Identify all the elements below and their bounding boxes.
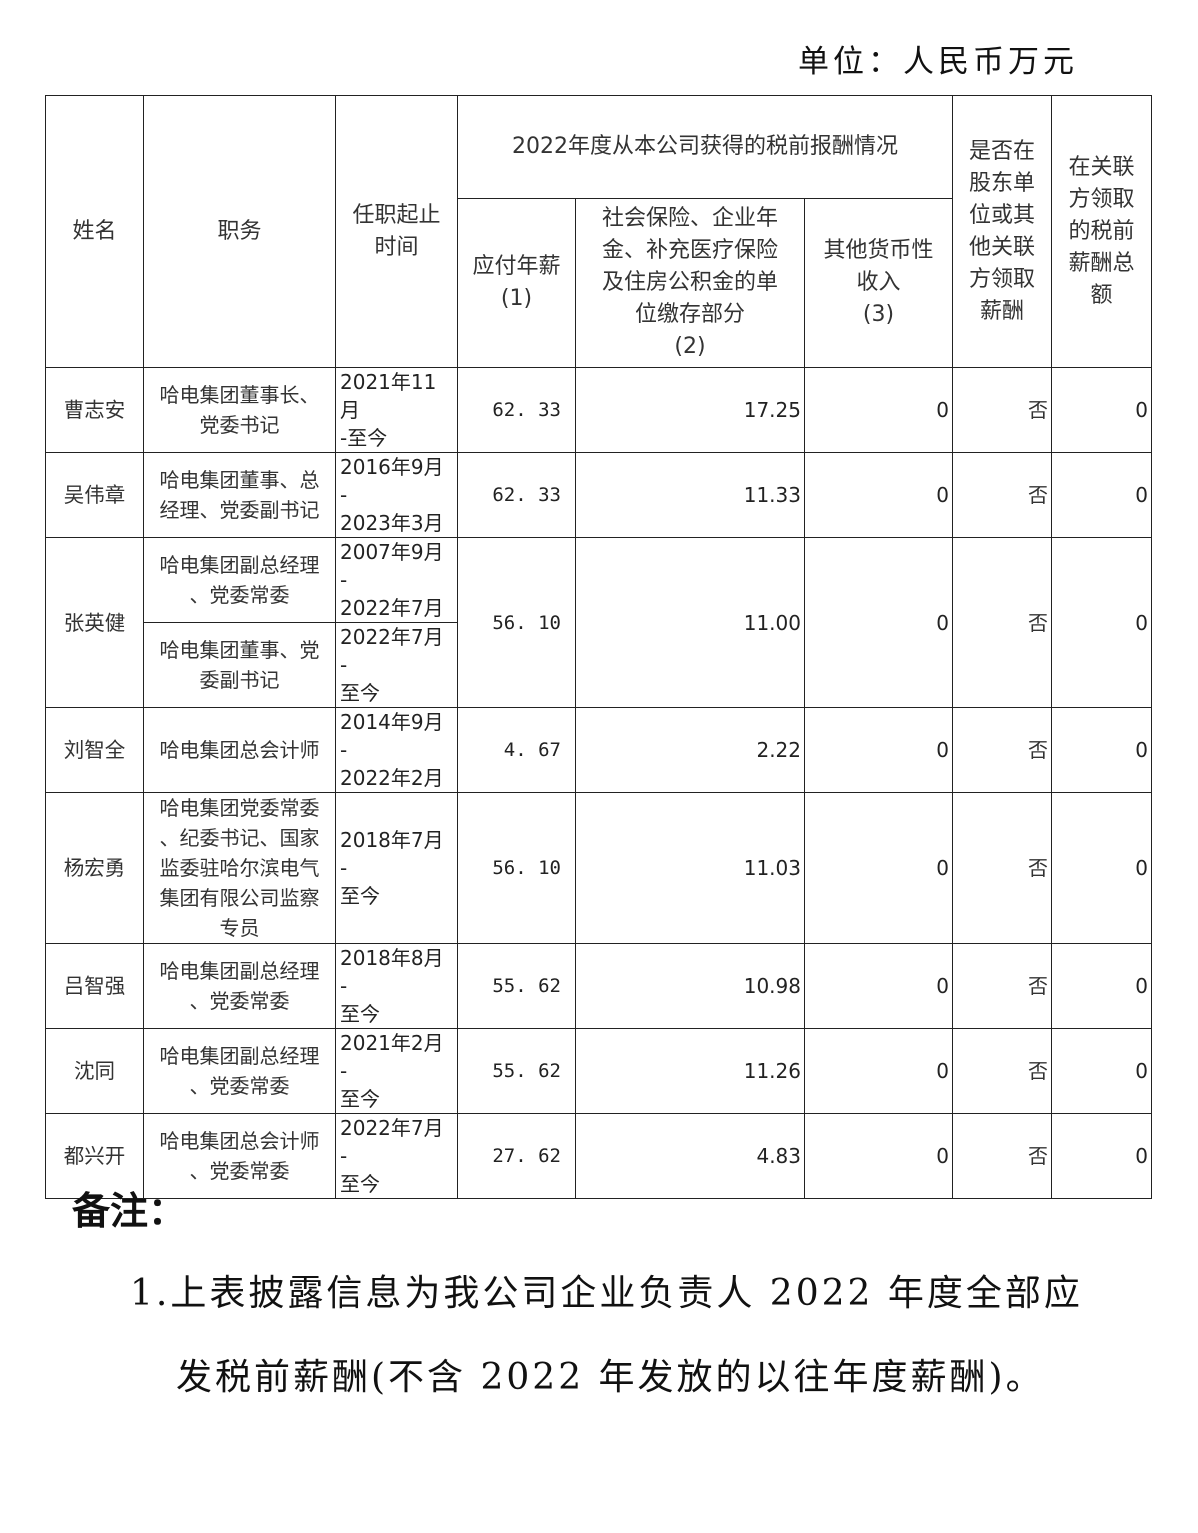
table-row: 都兴开 哈电集团总会计师 、党委常委 2022年7月 - 至今 27. 62 4.83 0… — [45, 1113, 1152, 1199]
cell-term: 2014年9月 - 2022年2月 — [335, 707, 458, 793]
cell-social: 11.33 — [575, 452, 805, 538]
cell-pay: 55. 62 — [457, 1028, 576, 1114]
cell-name: 杨宏勇 — [45, 792, 144, 944]
cell-related: 否 — [952, 452, 1052, 538]
note-1: 1.上表披露信息为我公司企业负责人 2022 年度全部应 发税前薪酬(不含 20… — [130, 1252, 1130, 1420]
table-row: 曹志安 哈电集团董事长、 党委书记 2021年11月 -至今 62. 33 17.25 0… — [45, 367, 1152, 453]
cell-term: 2022年7月 - 至今 — [335, 1113, 458, 1199]
note-line-2: 发税前薪酬(不含 2022 年发放的以往年度薪酬)。 — [176, 1357, 1045, 1398]
cell-position: 哈电集团副总经理 、党委常委 — [143, 537, 336, 623]
cell-position: 哈电集团党委常委 、纪委书记、国家 监委驻哈尔滨电气 集团有限公司监察 专员 — [143, 792, 336, 944]
cell-pay: 62. 33 — [457, 452, 576, 538]
cell-other: 0 — [804, 943, 953, 1029]
cell-pay: 56. 10 — [457, 537, 576, 708]
cell-related: 否 — [952, 1028, 1052, 1114]
cell-related: 否 — [952, 792, 1052, 944]
cell-term: 2018年8月 - 至今 — [335, 943, 458, 1029]
header-name: 姓名 — [45, 95, 144, 368]
cell-position: 哈电集团总会计师 — [143, 707, 336, 793]
cell-social: 2.22 — [575, 707, 805, 793]
cell-pay: 4. 67 — [457, 707, 576, 793]
cell-pay: 27. 62 — [457, 1113, 576, 1199]
cell-name: 刘智全 — [45, 707, 144, 793]
cell-related: 否 — [952, 707, 1052, 793]
header-group: 2022年度从本公司获得的税前报酬情况 — [457, 95, 953, 199]
cell-pay: 56. 10 — [457, 792, 576, 944]
header-pay: 应付年薪 (1) — [457, 198, 576, 368]
header-position: 职务 — [143, 95, 336, 368]
table-row: 杨宏勇 哈电集团党委常委 、纪委书记、国家 监委驻哈尔滨电气 集团有限公司监察 专… — [45, 792, 1152, 944]
cell-other: 0 — [804, 1113, 953, 1199]
cell-term: 2016年9月 - 2023年3月 — [335, 452, 458, 538]
cell-related: 否 — [952, 943, 1052, 1029]
cell-other: 0 — [804, 707, 953, 793]
cell-term: 2007年9月 - 2022年7月 — [335, 537, 458, 623]
notes-title: 备注： — [72, 1188, 187, 1233]
cell-name: 都兴开 — [45, 1113, 144, 1199]
cell-related-total: 0 — [1051, 367, 1152, 453]
cell-related-total: 0 — [1051, 943, 1152, 1029]
cell-related-total: 0 — [1051, 452, 1152, 538]
cell-position: 哈电集团总会计师 、党委常委 — [143, 1113, 336, 1199]
cell-social: 17.25 — [575, 367, 805, 453]
compensation-table: 姓名 职务 任职起止 时间 2022年度从本公司获得的税前报酬情况 是否在 股东… — [45, 95, 1152, 1199]
cell-term: 2021年2月 - 至今 — [335, 1028, 458, 1114]
table-row: 吕智强 哈电集团副总经理 、党委常委 2018年8月 - 至今 55. 62 10.98… — [45, 943, 1152, 1029]
cell-term: 2018年7月 - 至今 — [335, 792, 458, 944]
cell-other: 0 — [804, 367, 953, 453]
cell-name: 沈同 — [45, 1028, 144, 1114]
unit-label: 单位：人民币万元 — [798, 44, 1078, 80]
cell-position: 哈电集团董事、党 委副书记 — [143, 622, 336, 708]
cell-pay: 55. 62 — [457, 943, 576, 1029]
table-row: 刘智全 哈电集团总会计师 2014年9月 - 2022年2月 4. 67 2.22 0 否 0 — [45, 707, 1152, 793]
cell-related-total: 0 — [1051, 1113, 1152, 1199]
cell-related-total: 0 — [1051, 1028, 1152, 1114]
cell-social: 11.26 — [575, 1028, 805, 1114]
cell-term: 2021年11月 -至今 — [335, 367, 458, 453]
table-row: 吴伟章 哈电集团董事、总 经理、党委副书记 2016年9月 - 2023年3月 62.… — [45, 452, 1152, 538]
cell-pay: 62. 33 — [457, 367, 576, 453]
cell-other: 0 — [804, 452, 953, 538]
header-related-total: 在关联 方领取 的税前 薪酬总 额 — [1051, 95, 1152, 368]
table-row: 沈同 哈电集团副总经理 、党委常委 2021年2月 - 至今 55. 62 11.26 0… — [45, 1028, 1152, 1114]
header-term: 任职起止 时间 — [335, 95, 458, 368]
cell-social: 4.83 — [575, 1113, 805, 1199]
cell-name: 曹志安 — [45, 367, 144, 453]
cell-other: 0 — [804, 537, 953, 708]
header-social: 社会保险、企业年 金、补充医疗保险 及住房公积金的单 位缴存部分 (2) — [575, 198, 805, 368]
cell-related-total: 0 — [1051, 537, 1152, 708]
cell-related: 否 — [952, 367, 1052, 453]
cell-related: 否 — [952, 1113, 1052, 1199]
note-line-1: 1.上表披露信息为我公司企业负责人 2022 年度全部应 — [130, 1273, 1083, 1314]
cell-position: 哈电集团副总经理 、党委常委 — [143, 1028, 336, 1114]
cell-social: 11.03 — [575, 792, 805, 944]
cell-term: 2022年7月 - 至今 — [335, 622, 458, 708]
header-related: 是否在 股东单 位或其 他关联 方领取 薪酬 — [952, 95, 1052, 368]
cell-related-total: 0 — [1051, 792, 1152, 944]
cell-related: 否 — [952, 537, 1052, 708]
cell-related-total: 0 — [1051, 707, 1152, 793]
cell-position: 哈电集团董事长、 党委书记 — [143, 367, 336, 453]
cell-name: 吕智强 — [45, 943, 144, 1029]
header-other: 其他货币性 收入 (3) — [804, 198, 953, 368]
cell-position: 哈电集团副总经理 、党委常委 — [143, 943, 336, 1029]
cell-position: 哈电集团董事、总 经理、党委副书记 — [143, 452, 336, 538]
table-row: 张英健 哈电集团副总经理 、党委常委 2007年9月 - 2022年7月 56. 10… — [45, 537, 1152, 708]
cell-name: 张英健 — [45, 537, 144, 708]
cell-social: 11.00 — [575, 537, 805, 708]
cell-other: 0 — [804, 1028, 953, 1114]
cell-social: 10.98 — [575, 943, 805, 1029]
cell-name: 吴伟章 — [45, 452, 144, 538]
cell-other: 0 — [804, 792, 953, 944]
